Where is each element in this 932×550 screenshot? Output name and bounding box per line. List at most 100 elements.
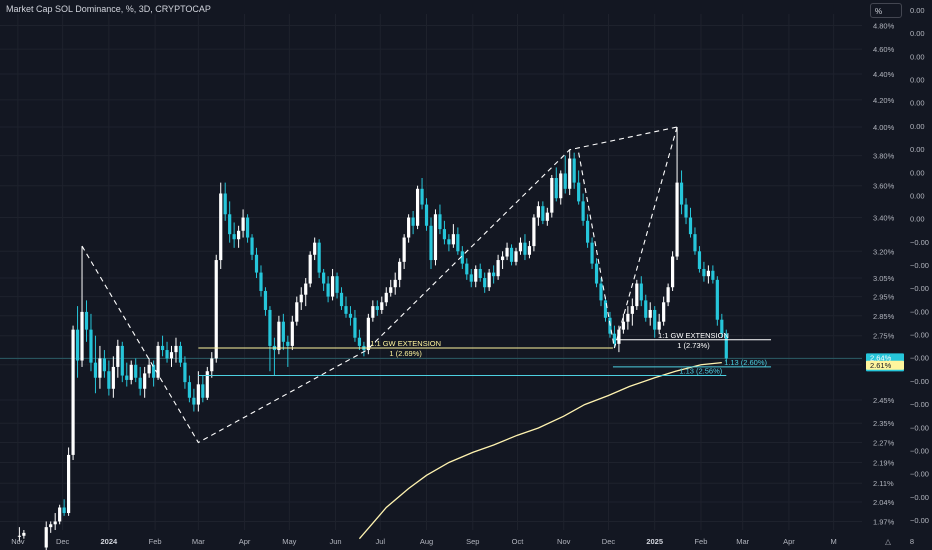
y-tick-label: 4.80% (873, 21, 895, 30)
candle (599, 278, 603, 307)
candle (447, 234, 451, 252)
candle (214, 254, 218, 363)
x-tick-label: Dec (56, 537, 70, 546)
candle-body (205, 371, 209, 398)
candle (670, 251, 675, 291)
candle (630, 298, 634, 326)
candle (639, 276, 643, 307)
candle (572, 152, 576, 189)
candle (62, 499, 66, 516)
candle-body (102, 358, 106, 372)
secondary-tick-label: 0.00 (910, 52, 925, 61)
candle (317, 239, 321, 279)
candle (505, 242, 509, 261)
candle (237, 225, 241, 248)
candle-body (254, 254, 259, 273)
y-tick-label: 2.19% (873, 458, 895, 467)
candle-body (697, 251, 702, 269)
candle (679, 170, 684, 215)
candle-body (407, 217, 411, 238)
x-tick-label: 2025 (646, 537, 663, 546)
price-label-value: 2.61% (870, 361, 892, 370)
candle (380, 296, 384, 314)
secondary-tick-label: −0.00 (910, 284, 929, 293)
candle-body (456, 234, 460, 252)
level-label: 1.13 (2.56%) (679, 367, 722, 376)
y-tick-label: 3.40% (873, 214, 895, 223)
time-axis[interactable]: Nov Dec 2024 Feb Mar Apr May Jun Jul Aug Sep Oct Nov… (11, 537, 914, 546)
candle-body (160, 345, 165, 351)
candle (621, 313, 625, 334)
candle-body (626, 313, 630, 322)
candle (17, 527, 21, 542)
candle-body (675, 182, 679, 257)
candle (577, 170, 581, 205)
price-axis[interactable]: 4.80% 4.60% 4.40% 4.20% 4.00% 3.80% 3.60% 3.40%… (873, 21, 895, 526)
candle (487, 268, 491, 291)
candle (514, 247, 518, 266)
candle-body (527, 246, 532, 255)
candle (545, 207, 549, 226)
candle (138, 366, 142, 396)
y-tick-label: 4.00% (873, 123, 895, 132)
candle (675, 127, 679, 261)
candle-body (500, 256, 505, 261)
candle-body (125, 375, 129, 380)
candle-body (662, 302, 666, 322)
candle-body (339, 292, 344, 307)
candle-body (621, 321, 625, 330)
candle-body (429, 225, 433, 261)
secondary-tick-label: −0.00 (910, 331, 929, 340)
candle-body (715, 279, 719, 320)
candle-body (58, 507, 62, 522)
candle-body (80, 311, 84, 361)
candle (393, 272, 397, 295)
candle-body (187, 382, 192, 398)
x-axis-control-icon: 8 (910, 537, 914, 546)
candle-body (577, 182, 581, 202)
candle-body (178, 345, 183, 363)
candle (407, 214, 411, 243)
candle-body (223, 193, 227, 215)
candle-body (523, 242, 527, 255)
secondary-tick-label: 0.00 (910, 122, 925, 131)
candle-body (62, 507, 66, 514)
candle (192, 388, 196, 412)
candle-body (93, 362, 98, 378)
candle-body (84, 311, 89, 330)
candle (429, 217, 433, 269)
candle (80, 246, 84, 367)
candle-body (152, 364, 156, 378)
candle-body (460, 251, 464, 264)
candle (322, 268, 326, 291)
secondary-tick-label: −0.00 (910, 423, 929, 432)
candle (152, 360, 156, 387)
price-labels-layer: 2.64%22:54:152.61% (866, 353, 904, 372)
candle (456, 227, 460, 255)
candle (702, 261, 706, 282)
candle-body (232, 234, 236, 240)
x-tick-label: Mar (736, 537, 749, 546)
secondary-tick-label: 0.00 (910, 6, 925, 15)
candle-body (380, 302, 384, 310)
candle-body (653, 309, 657, 330)
y-tick-label: 4.20% (873, 96, 895, 105)
candle (594, 258, 599, 288)
candle (129, 360, 133, 385)
candle-body (536, 206, 540, 218)
candle (344, 296, 348, 318)
candle (160, 335, 165, 357)
candle-body (617, 329, 621, 344)
x-tick-label: Mar (192, 537, 205, 546)
candle (348, 306, 353, 326)
unit-toggle-button[interactable]: % (870, 3, 902, 18)
candle (657, 313, 661, 334)
candle-body (599, 283, 603, 301)
candle-body (442, 229, 447, 240)
y-tick-label: 2.27% (873, 439, 895, 448)
candle (210, 352, 214, 378)
level-label: 1:1 GW EXTENSION (658, 331, 729, 340)
candle (241, 209, 245, 238)
